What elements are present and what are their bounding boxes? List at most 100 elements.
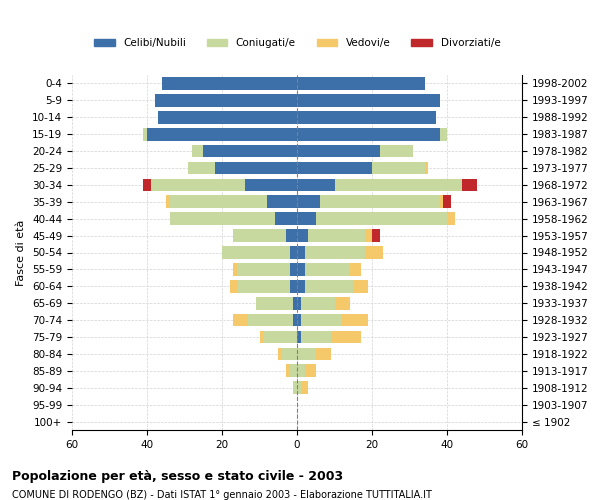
Bar (297, 196, 443, 208)
Bar (158, 111, 297, 124)
Bar (162, 77, 297, 90)
Bar (297, 212, 447, 225)
Bar (293, 382, 297, 394)
Bar (237, 280, 297, 292)
Bar (293, 382, 297, 394)
Bar (260, 330, 297, 344)
Bar (155, 94, 297, 106)
Bar (256, 297, 297, 310)
Bar (297, 94, 439, 106)
Bar (297, 128, 439, 140)
Bar (188, 162, 297, 174)
Bar (170, 196, 297, 208)
Bar (297, 246, 305, 259)
Bar (188, 162, 297, 174)
Bar (297, 297, 349, 310)
Bar (293, 297, 297, 310)
Bar (188, 162, 297, 174)
Bar (297, 212, 455, 225)
Bar (297, 178, 462, 191)
Bar (297, 314, 368, 326)
Bar (297, 230, 372, 242)
Bar (229, 280, 297, 292)
Bar (297, 348, 331, 360)
Legend: Celibi/Nubili, Coniugati/e, Vedovi/e, Divorziati/e: Celibi/Nubili, Coniugati/e, Vedovi/e, Di… (89, 34, 505, 52)
Bar (297, 77, 425, 90)
Bar (297, 263, 361, 276)
Bar (222, 246, 297, 259)
Bar (297, 382, 308, 394)
Bar (297, 162, 372, 174)
Bar (297, 230, 308, 242)
Bar (297, 144, 413, 158)
Bar (233, 314, 297, 326)
Bar (155, 94, 297, 106)
Bar (143, 128, 297, 140)
Bar (297, 297, 349, 310)
Bar (233, 263, 297, 276)
Bar (282, 348, 297, 360)
Bar (143, 128, 297, 140)
Bar (297, 280, 353, 292)
Bar (297, 246, 383, 259)
Bar (297, 330, 331, 344)
Bar (297, 196, 320, 208)
Bar (297, 144, 413, 158)
Bar (162, 77, 297, 90)
Bar (293, 382, 297, 394)
Bar (297, 280, 305, 292)
Bar (278, 348, 297, 360)
Bar (155, 94, 297, 106)
Bar (158, 111, 297, 124)
Bar (297, 280, 368, 292)
Bar (286, 230, 297, 242)
Bar (248, 314, 297, 326)
Bar (155, 94, 297, 106)
Bar (143, 128, 297, 140)
Bar (297, 280, 368, 292)
Bar (297, 364, 316, 377)
Bar (245, 178, 297, 191)
Bar (297, 230, 365, 242)
Bar (297, 196, 451, 208)
Bar (233, 230, 297, 242)
Bar (297, 111, 436, 124)
Bar (297, 263, 305, 276)
Bar (297, 348, 316, 360)
Bar (297, 94, 439, 106)
Bar (297, 364, 305, 377)
Bar (286, 364, 297, 377)
Bar (162, 77, 297, 90)
Bar (215, 162, 297, 174)
Bar (297, 230, 380, 242)
Bar (297, 314, 342, 326)
Bar (170, 212, 297, 225)
Bar (297, 94, 439, 106)
Bar (147, 128, 297, 140)
Bar (170, 212, 297, 225)
Bar (158, 111, 297, 124)
Bar (297, 297, 335, 310)
Bar (286, 364, 297, 377)
Bar (297, 314, 301, 326)
Bar (297, 263, 361, 276)
Bar (297, 178, 335, 191)
Bar (297, 162, 425, 174)
Text: COMUNE DI RODENGO (BZ) - Dati ISTAT 1° gennaio 2003 - Elaborazione TUTTITALIA.IT: COMUNE DI RODENGO (BZ) - Dati ISTAT 1° g… (12, 490, 432, 500)
Bar (297, 382, 301, 394)
Bar (192, 144, 297, 158)
Bar (233, 314, 297, 326)
Bar (222, 246, 297, 259)
Bar (170, 212, 297, 225)
Bar (256, 297, 297, 310)
Bar (222, 246, 297, 259)
Bar (162, 77, 297, 90)
Bar (233, 230, 297, 242)
Bar (297, 246, 365, 259)
Bar (297, 364, 316, 377)
Bar (297, 111, 436, 124)
Y-axis label: Fasce di età: Fasce di età (16, 220, 26, 286)
Bar (192, 144, 297, 158)
Bar (290, 280, 297, 292)
Bar (290, 246, 297, 259)
